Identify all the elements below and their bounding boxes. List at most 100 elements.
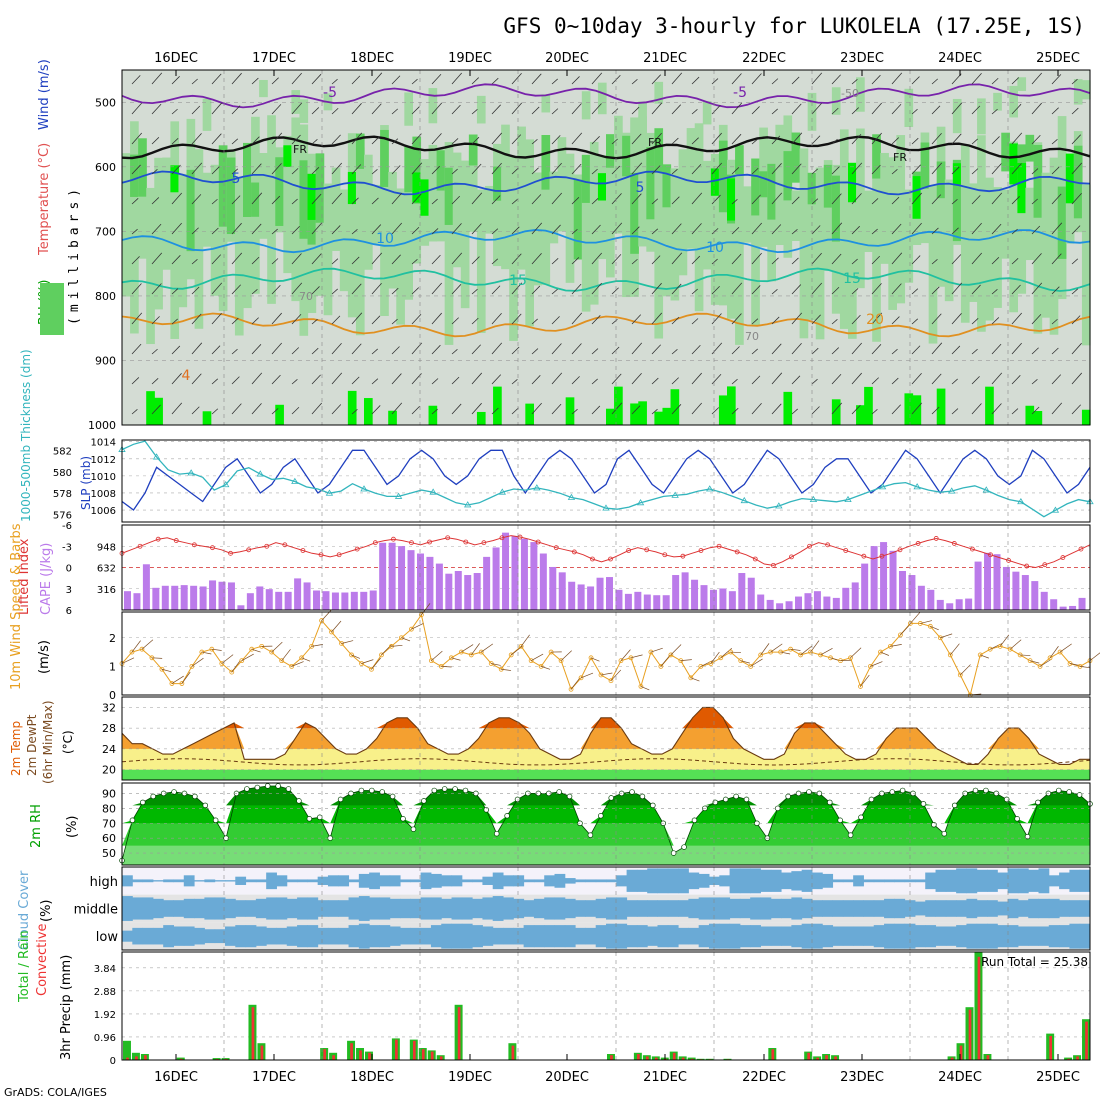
wind-speed-point [139,646,145,652]
cloud-cell [255,926,267,946]
wind-barb [891,137,899,145]
wind-speed-point [778,649,784,655]
cape-bar [1002,566,1010,610]
wind-barb [491,342,503,355]
wind-barb [211,345,221,355]
cloud-cell [760,926,772,946]
cloud-cell [585,879,597,883]
wind-barb [351,312,363,325]
wind-barb [751,138,758,145]
wind-barb [1011,228,1018,235]
lifted-index-point [336,552,342,558]
lifted-index-point [409,540,414,546]
precip-convective-bar [610,1055,613,1060]
date-label-bottom: 21DEC [643,1070,687,1085]
rh-band [904,393,914,425]
cape-bar [851,582,859,610]
rh2m-point [285,786,292,792]
rh-band [694,123,704,312]
rh-band [1001,132,1010,172]
date-label-top: 17DEC [252,51,296,66]
wind-barb [711,373,722,385]
cloud-cell [750,868,761,894]
rh-band [581,154,591,203]
wind-speed-point [239,658,245,664]
wind-barb [640,686,650,691]
precip-convective-bar [359,1050,362,1060]
wind-barb [971,73,982,85]
thickness-tick-label: 578 [53,489,72,500]
rh-band [299,160,309,239]
wind-barb [431,228,439,235]
wind-barb [951,102,963,115]
lifted-tick-label: 0 [66,564,72,575]
rh-band [662,407,672,425]
cloud-cell [358,896,370,921]
wind-barb [441,666,452,668]
wind-barb [1031,102,1042,115]
cloud-cell [822,873,834,888]
wind-barb [571,376,580,385]
wind-barb [791,103,802,115]
cape-tick-label: 632 [97,564,116,575]
rh2m-point [452,786,458,792]
cape-bar [454,570,462,610]
wind-barb [351,256,360,265]
rh-band [839,129,849,329]
temperature-axis-label: Temperature (°C) [37,143,52,256]
wind-barb [890,644,902,647]
wind-speed-point [708,661,714,666]
wind-barb [731,199,738,205]
wind-barb [811,135,821,145]
wind-barb [461,644,474,653]
wind-barb [1051,347,1059,355]
isotherm-line [121,267,1091,292]
wind-barb [851,193,862,205]
cloud-cell [647,900,658,917]
cloud-cell [369,872,380,890]
cape-bar [416,553,424,610]
rh2m-point [899,787,906,794]
wind-barb [851,162,863,175]
wind-barb [611,193,622,205]
wind-barb [891,377,899,385]
cloud-cell [832,900,844,917]
wind-speed-point [588,655,594,661]
cloud-cell [173,879,185,883]
cape-bar [681,572,689,610]
lifted-index-point [264,543,270,549]
rh2m-point [493,830,500,837]
wind-barb [960,664,971,676]
cape-bar [388,542,396,610]
lifted-index-point [825,542,831,548]
cape-bar [1078,597,1086,610]
wind-axis-title: 10m Wind Speed & Barbs (m/s) [9,523,52,690]
wind-barb [401,637,411,642]
cloud-cell [245,879,257,883]
rh2m-point [1003,796,1010,803]
rh-band [404,92,413,126]
wind-speed-point [638,684,644,689]
wind-barb [951,345,961,355]
wind-barb [311,222,323,235]
precip-convective-bar [959,1045,963,1060]
wind-barb [531,73,542,85]
wind-barb [391,254,401,265]
wind-barb [771,316,780,325]
lifted-index-point [662,552,668,558]
wind-tick-label: 0 [109,689,116,702]
precip-convective-bar [681,1057,685,1060]
rh-band [267,115,276,304]
cape-bar [965,598,973,610]
wind-barb [651,408,658,415]
rh-band [831,175,841,242]
wind-barb [171,222,182,235]
rh-band [710,168,720,196]
wind-barb [411,405,420,415]
wind-barb [191,105,201,115]
lifted-index-point [191,542,197,548]
rh-band [331,167,341,251]
wind-barb [371,283,382,295]
cloud-cell [224,898,236,919]
cloud-cell [863,900,875,917]
